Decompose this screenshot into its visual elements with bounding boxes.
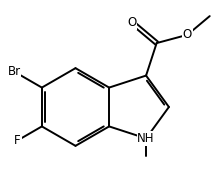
Text: F: F [14,134,21,147]
Text: Br: Br [8,65,21,78]
Text: O: O [128,16,137,29]
Text: O: O [183,28,192,41]
Text: NH: NH [137,132,155,145]
